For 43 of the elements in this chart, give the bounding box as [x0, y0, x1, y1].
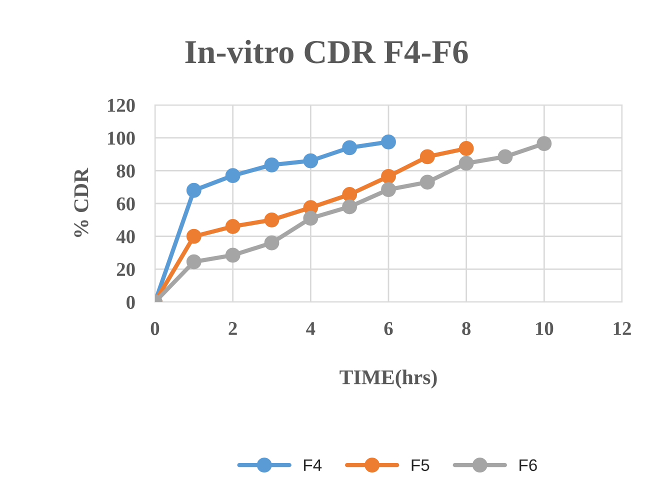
- point: [458, 156, 474, 171]
- x-tick-label: 4: [306, 322, 316, 335]
- point: [303, 153, 318, 168]
- legend-label: F6: [520, 459, 537, 472]
- legend-label: F4: [304, 459, 322, 471]
- point: [381, 168, 396, 184]
- point: [420, 149, 435, 164]
- x-tick-label: 8: [462, 322, 471, 336]
- point: [381, 182, 396, 198]
- x-tick-label: 6: [384, 322, 393, 336]
- point: [342, 187, 358, 202]
- point: [225, 248, 240, 263]
- y-tick-label: 40: [116, 230, 135, 244]
- x-tick-label: 2: [228, 322, 237, 335]
- point: [225, 168, 240, 184]
- point: [186, 254, 202, 270]
- chart-title: In-vitro CDR F4-F6: [185, 40, 468, 64]
- y-tick-label: 60: [116, 197, 135, 210]
- point: [303, 210, 318, 226]
- point: [342, 140, 358, 156]
- x-tick-label: 12: [614, 322, 631, 335]
- y-tick-label: 100: [108, 132, 135, 145]
- x-tick-label: 0: [150, 322, 160, 336]
- y-tick-label: 20: [116, 262, 135, 276]
- point: [186, 182, 202, 198]
- y-tick-label: 80: [116, 164, 135, 178]
- point: [264, 157, 280, 172]
- x-axis-title: TIME(hrs): [340, 370, 437, 389]
- point: [225, 219, 240, 234]
- point: [536, 136, 552, 152]
- y-axis-title: % CDR: [74, 168, 88, 237]
- point: [498, 149, 513, 164]
- point: [264, 235, 280, 250]
- point: [420, 174, 435, 190]
- legend-label: F5: [412, 459, 430, 472]
- y-tick-label: 120: [108, 98, 135, 112]
- x-tick-label: 10: [536, 322, 554, 336]
- point: [186, 228, 202, 244]
- y-tick-label: 0: [126, 296, 135, 309]
- point: [458, 141, 474, 156]
- point: [342, 199, 358, 214]
- point: [381, 134, 396, 150]
- point: [264, 212, 280, 228]
